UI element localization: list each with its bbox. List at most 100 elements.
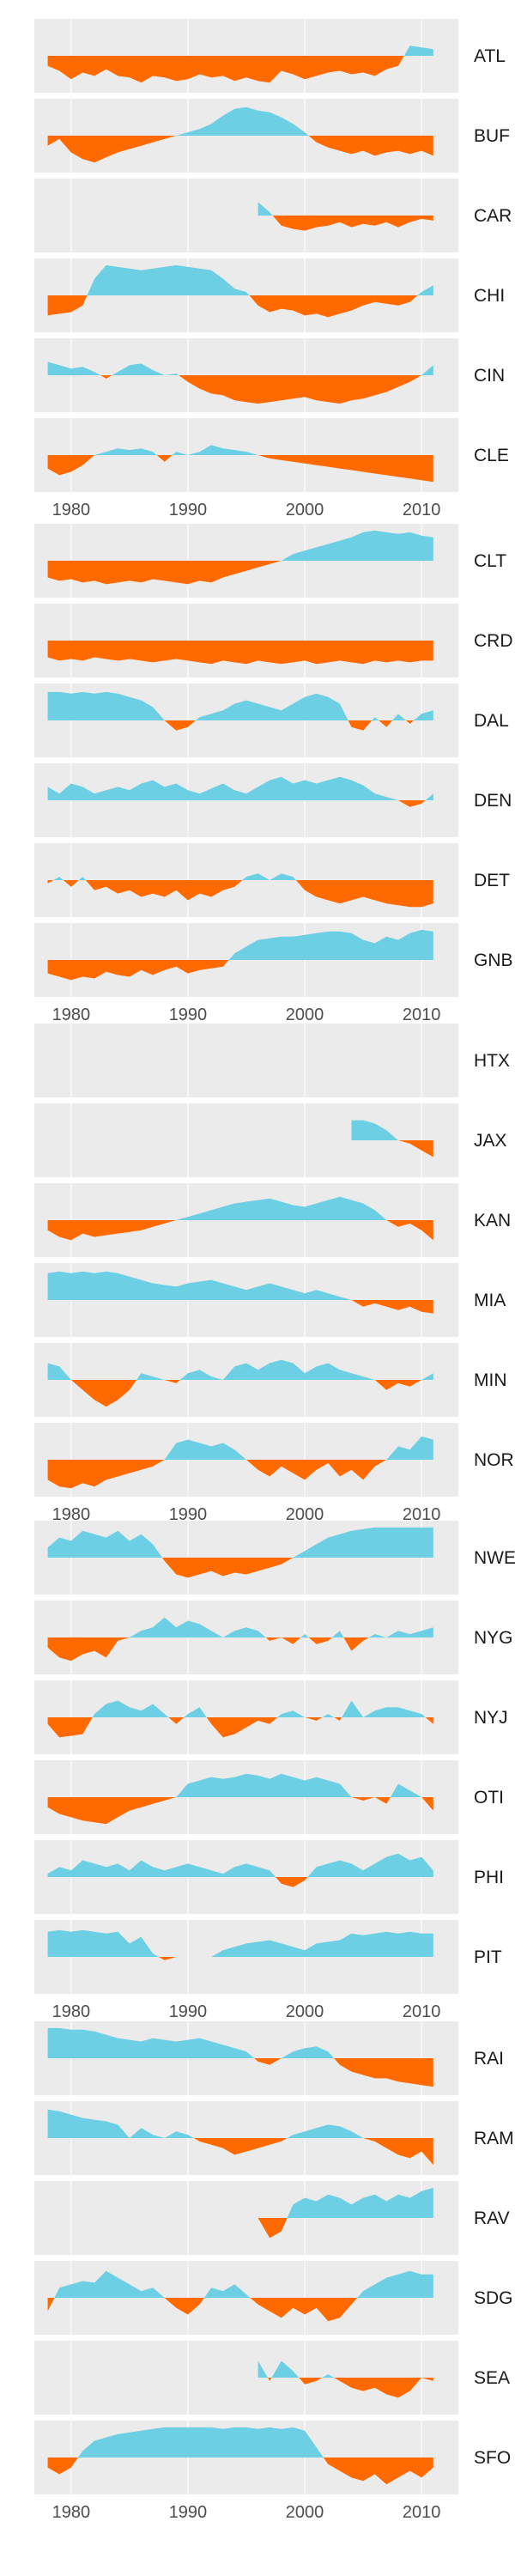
area-positive-min bbox=[47, 1359, 433, 1380]
strip-label: CIN bbox=[474, 366, 505, 386]
strip-label: NYG bbox=[474, 1628, 513, 1648]
panel-car: CAR bbox=[34, 179, 512, 252]
area-negative-car bbox=[258, 216, 433, 231]
strip-label: NYJ bbox=[474, 1708, 508, 1728]
chart-group-1: ATL BUF CAR CHI CIN CLE 1980 1990 2000 2010 bbox=[34, 19, 512, 519]
area-negative-nyj bbox=[47, 1717, 433, 1738]
area-negative-nyg bbox=[47, 1637, 433, 1662]
x-tick-label: 2010 bbox=[403, 2503, 441, 2522]
panel-nyj: NYJ bbox=[34, 1680, 508, 1754]
area-positive-oti bbox=[47, 1773, 433, 1797]
panel-nwe: NWE bbox=[34, 1521, 515, 1595]
x-tick-label: 2000 bbox=[286, 2503, 324, 2522]
area-negative-kan bbox=[47, 1220, 433, 1241]
strip-label: MIA bbox=[474, 1291, 506, 1310]
strip-label: SDG bbox=[474, 2288, 513, 2308]
panel-gnb: GNB bbox=[34, 923, 513, 997]
strip-label: BUF bbox=[474, 126, 510, 146]
area-positive-cin bbox=[47, 361, 433, 375]
strip-label: JAX bbox=[474, 1131, 507, 1151]
area-negative-det bbox=[47, 880, 433, 908]
area-negative-dal bbox=[47, 720, 433, 731]
x-tick-label: 2000 bbox=[286, 1505, 324, 1524]
chart-group-2: CLT CRD DAL DEN DET GNB 1980 1990 2000 2010 bbox=[34, 524, 513, 1024]
panel-mia: MIA bbox=[34, 1263, 506, 1337]
panel-cle: CLE bbox=[34, 418, 509, 492]
area-negative-crd bbox=[47, 641, 433, 665]
panel-min: MIN bbox=[34, 1343, 507, 1417]
strip-label: CAR bbox=[474, 206, 512, 226]
area-positive-buf bbox=[47, 106, 433, 136]
area-positive-cle bbox=[47, 445, 433, 455]
strip-label: SFO bbox=[474, 2448, 511, 2468]
area-negative-ram bbox=[47, 2138, 433, 2166]
area-negative-chi bbox=[47, 295, 433, 318]
area-positive-sfo bbox=[47, 2427, 433, 2458]
strip-label: RAV bbox=[474, 2208, 510, 2228]
strip-label: DET bbox=[474, 871, 510, 890]
panel-sdg: SDG bbox=[34, 2261, 513, 2335]
panel-det: DET bbox=[34, 843, 510, 917]
x-tick-label: 2010 bbox=[403, 1005, 441, 1024]
area-positive-ram bbox=[47, 2109, 433, 2138]
area-negative-cin bbox=[47, 375, 433, 404]
panel-den: DEN bbox=[34, 763, 512, 837]
chart-group-4: NWE NYG NYJ OTI PHI PIT 1980 1990 2000 2010 bbox=[34, 1521, 515, 2021]
strip-label: CHI bbox=[474, 286, 505, 306]
area-positive-nor bbox=[47, 1436, 433, 1460]
x-tick-label: 1980 bbox=[52, 2002, 91, 2021]
area-positive-mia bbox=[47, 1271, 433, 1300]
panel-sea: SEA bbox=[34, 2341, 510, 2415]
strip-label: PIT bbox=[474, 1947, 502, 1967]
chart-group-3: HTX JAX KAN MIA MIN NOR 1980 1990 2000 2010 bbox=[34, 1024, 514, 1524]
area-negative-nwe bbox=[47, 1558, 433, 1578]
strip-label: ATL bbox=[474, 46, 506, 66]
area-positive-nwe bbox=[47, 1527, 433, 1558]
panel-background bbox=[34, 1024, 458, 1097]
panel-buf: BUF bbox=[34, 99, 510, 173]
strip-label: CLE bbox=[474, 446, 509, 465]
strip-label: RAM bbox=[474, 2129, 514, 2148]
panel-rav: RAV bbox=[34, 2181, 510, 2255]
panel-rai: RAI bbox=[34, 2021, 504, 2095]
area-positive-chi bbox=[47, 264, 433, 295]
x-tick-label: 1990 bbox=[169, 2002, 208, 2021]
area-negative-gnb bbox=[47, 960, 433, 981]
area-negative-clt bbox=[47, 561, 433, 585]
strip-label: DAL bbox=[474, 711, 509, 731]
area-positive-gnb bbox=[47, 929, 433, 960]
strip-label: PHI bbox=[474, 1868, 504, 1887]
area-negative-rav bbox=[258, 2218, 433, 2239]
area-positive-clt bbox=[47, 530, 433, 561]
x-tick-label: 1990 bbox=[169, 501, 208, 519]
area-negative-nor bbox=[47, 1460, 433, 1489]
area-negative-min bbox=[47, 1380, 433, 1407]
area-positive-kan bbox=[47, 1196, 433, 1220]
strip-label: GNB bbox=[474, 951, 513, 970]
panel-jax: JAX bbox=[34, 1103, 507, 1177]
chart-group-5: RAI RAM RAV SDG SEA SFO 1980 1990 2000 2010 bbox=[34, 2021, 514, 2522]
area-negative-sdg bbox=[47, 2298, 433, 2322]
panel-pit: PIT bbox=[34, 1920, 502, 1994]
x-tick-label: 2010 bbox=[403, 2002, 441, 2021]
panel-sfo: SFO bbox=[34, 2421, 511, 2494]
area-positive-jax bbox=[351, 1120, 433, 1140]
strip-label: SEA bbox=[474, 2368, 510, 2388]
panel-dal: DAL bbox=[34, 683, 509, 757]
panel-clt: CLT bbox=[34, 524, 506, 598]
panel-atl: ATL bbox=[34, 19, 506, 93]
area-positive-nyg bbox=[47, 1617, 433, 1637]
area-negative-sfo bbox=[47, 2458, 433, 2485]
strip-label: OTI bbox=[474, 1788, 504, 1807]
x-tick-label: 1990 bbox=[169, 1005, 208, 1024]
strip-label: HTX bbox=[474, 1051, 510, 1071]
strip-label: NWE bbox=[474, 1548, 515, 1568]
area-positive-den bbox=[47, 776, 433, 800]
x-tick-label: 2000 bbox=[286, 501, 324, 519]
strip-label: MIN bbox=[474, 1370, 507, 1390]
x-tick-label: 2000 bbox=[286, 1005, 324, 1024]
x-tick-label: 1990 bbox=[169, 2503, 208, 2522]
area-positive-dal bbox=[47, 691, 433, 720]
x-tick-label: 1990 bbox=[169, 1505, 208, 1524]
